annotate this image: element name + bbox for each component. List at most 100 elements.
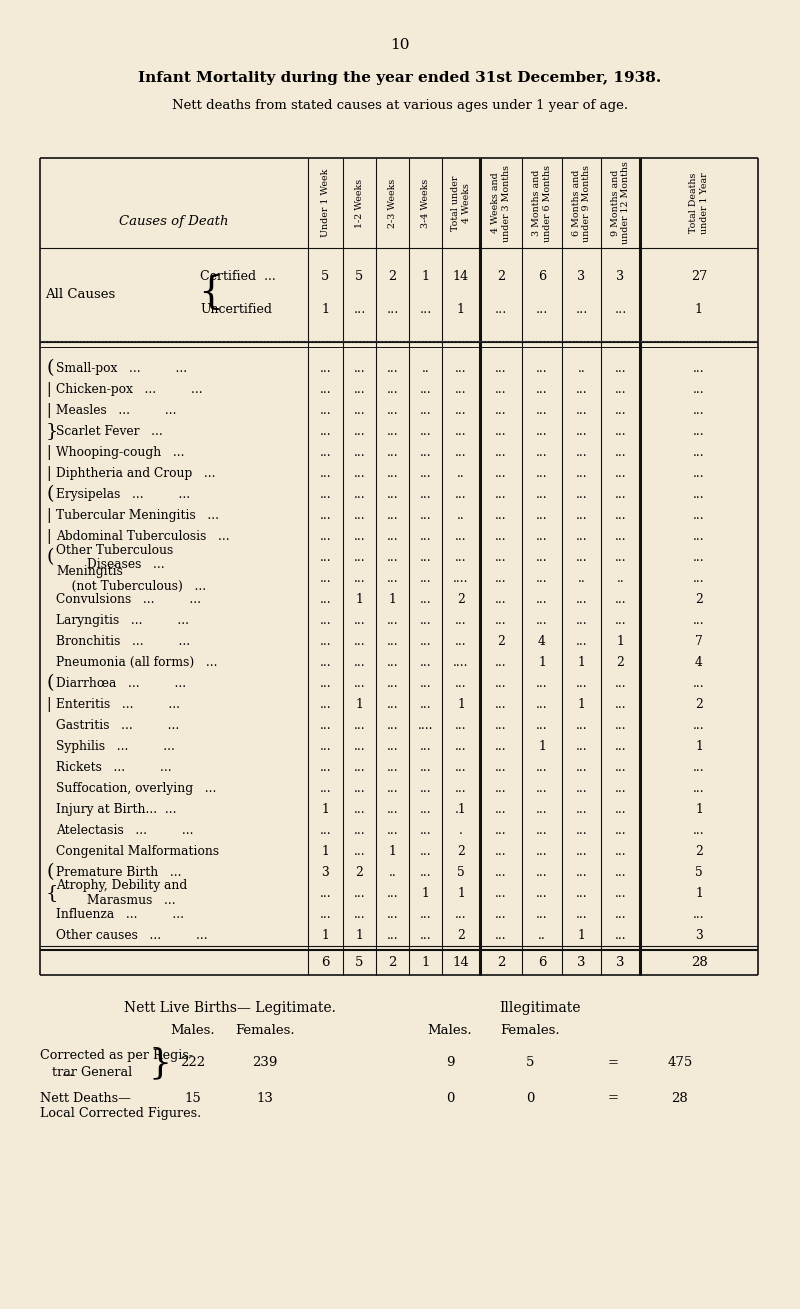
Text: 3: 3 [695, 929, 703, 942]
Text: ...: ... [320, 404, 331, 418]
Text: ...: ... [386, 614, 398, 627]
Text: Pneumonia (all forms)   ...: Pneumonia (all forms) ... [56, 656, 218, 669]
Text: ...: ... [536, 719, 548, 732]
Text: ...: ... [386, 719, 398, 732]
Text: ...: ... [420, 467, 431, 480]
Text: ...: ... [693, 908, 705, 922]
Text: Influenza   ...         ...: Influenza ... ... [56, 908, 184, 922]
Text: ...: ... [320, 740, 331, 753]
Text: ...: ... [62, 1066, 74, 1079]
Text: ...: ... [536, 551, 548, 564]
Text: Diphtheria and Croup   ...: Diphtheria and Croup ... [56, 467, 215, 480]
Text: ...: ... [420, 425, 431, 439]
Text: ...: ... [455, 635, 467, 648]
Text: ...: ... [614, 363, 626, 374]
Text: ...: ... [495, 888, 507, 901]
Text: ...: ... [320, 467, 331, 480]
Text: 2: 2 [457, 846, 465, 857]
Text: |: | [46, 466, 50, 480]
Text: ...: ... [536, 677, 548, 690]
Text: ...: ... [354, 425, 366, 439]
Text: ...: ... [320, 677, 331, 690]
Text: Atrophy, Debility and
        Marasmus   ...: Atrophy, Debility and Marasmus ... [56, 880, 187, 907]
Text: ...: ... [614, 384, 626, 397]
Text: Nett deaths from stated causes at various ages under 1 year of age.: Nett deaths from stated causes at variou… [172, 98, 628, 111]
Text: ...: ... [386, 572, 398, 585]
Text: ...: ... [420, 509, 431, 522]
Text: (: ( [46, 674, 54, 692]
Text: ...: ... [576, 425, 587, 439]
Text: (: ( [46, 864, 54, 881]
Text: ...: ... [420, 867, 431, 880]
Text: |: | [46, 529, 50, 545]
Text: ...: ... [536, 761, 548, 774]
Text: |: | [46, 696, 50, 712]
Text: (: ( [46, 486, 54, 504]
Text: 2: 2 [497, 957, 505, 970]
Text: ...: ... [386, 740, 398, 753]
Text: 2: 2 [355, 867, 363, 880]
Text: ...: ... [455, 363, 467, 374]
Text: 14: 14 [453, 270, 469, 283]
Text: 1: 1 [356, 593, 363, 606]
Text: ...: ... [354, 404, 366, 418]
Text: ...: ... [495, 572, 507, 585]
Text: 15: 15 [185, 1092, 202, 1105]
Text: ...: ... [576, 488, 587, 501]
Text: 1: 1 [422, 270, 430, 283]
Text: ...: ... [536, 614, 548, 627]
Text: 10: 10 [390, 38, 410, 52]
Text: ...: ... [354, 530, 366, 543]
Text: 9: 9 [446, 1056, 454, 1069]
Text: 1: 1 [695, 802, 703, 816]
Text: ...: ... [536, 572, 548, 585]
Text: ...: ... [614, 302, 626, 315]
Text: ...: ... [495, 908, 507, 922]
Text: 14: 14 [453, 957, 470, 970]
Text: ...: ... [386, 656, 398, 669]
Text: Whooping-cough   ...: Whooping-cough ... [56, 446, 185, 459]
Text: ...: ... [495, 867, 507, 880]
Text: Certified  ...: Certified ... [200, 270, 276, 283]
Text: ...: ... [320, 719, 331, 732]
Text: ...: ... [495, 656, 507, 669]
Text: |: | [46, 403, 50, 418]
Text: Other Tuberculous
        Diseases   ...: Other Tuberculous Diseases ... [56, 543, 174, 572]
Text: ..: .. [389, 867, 396, 880]
Text: Syphilis   ...         ...: Syphilis ... ... [56, 740, 175, 753]
Text: ..: .. [578, 363, 586, 374]
Text: ...: ... [386, 509, 398, 522]
Text: 27: 27 [691, 270, 707, 283]
Text: ..: .. [578, 572, 586, 585]
Text: 1: 1 [578, 929, 586, 942]
Text: ...: ... [386, 363, 398, 374]
Text: ...: ... [420, 846, 431, 857]
Text: ...: ... [455, 614, 467, 627]
Text: ...: ... [420, 446, 431, 459]
Text: ...: ... [693, 781, 705, 795]
Text: ...: ... [614, 823, 626, 836]
Text: ...: ... [455, 404, 467, 418]
Text: Measles   ...         ...: Measles ... ... [56, 404, 177, 418]
Text: ...: ... [354, 846, 366, 857]
Text: ...: ... [614, 802, 626, 816]
Text: ...: ... [495, 719, 507, 732]
Text: ...: ... [354, 614, 366, 627]
Text: ...: ... [536, 530, 548, 543]
Text: ...: ... [420, 677, 431, 690]
Text: .: . [459, 823, 463, 836]
Text: 3: 3 [578, 957, 586, 970]
Text: Females.: Females. [500, 1024, 560, 1037]
Text: ...: ... [614, 781, 626, 795]
Text: ...: ... [576, 677, 587, 690]
Text: ...: ... [386, 551, 398, 564]
Text: ...: ... [386, 530, 398, 543]
Text: ...: ... [614, 467, 626, 480]
Text: =: = [607, 1056, 618, 1069]
Text: Under 1 Week: Under 1 Week [321, 169, 330, 237]
Text: 0: 0 [446, 1092, 454, 1105]
Text: ....: .... [418, 719, 434, 732]
Text: ...: ... [693, 719, 705, 732]
Text: ...: ... [386, 488, 398, 501]
Text: 6: 6 [538, 957, 546, 970]
